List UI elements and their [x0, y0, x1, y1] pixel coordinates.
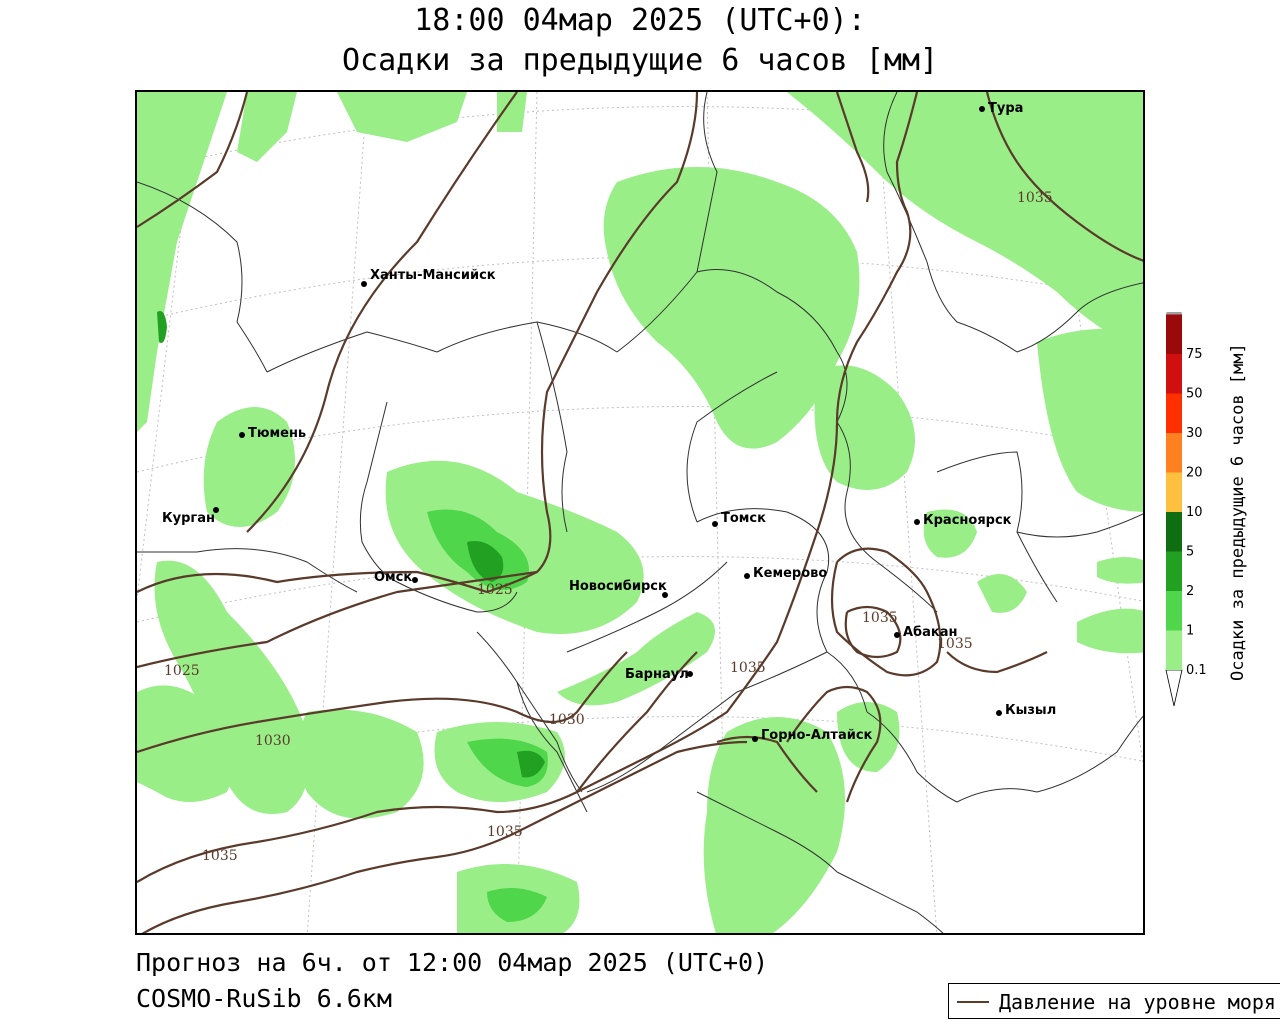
colorbar-band — [1166, 512, 1182, 552]
city-label: Курган — [162, 511, 215, 526]
colorbar-tick-label: 20 — [1186, 466, 1203, 481]
colorbar-band — [1166, 630, 1182, 670]
city-label: Тура — [988, 101, 1023, 116]
map-title-variable: Осадки за предыдущие 6 часов [мм] — [341, 43, 939, 78]
precipitation-colorbar: 0.1 1 2 5 10 20 30 50 75 — [1165, 312, 1207, 707]
city-markers: Тура Ханты-Мансийск Тюмень Курган Омск Т… — [162, 101, 1056, 743]
city-dot — [996, 710, 1002, 716]
precipitation-areas — [137, 92, 1143, 933]
isobar-label: 1035 — [487, 824, 523, 840]
city-label: Барнаул — [625, 667, 689, 682]
colorbar-tick-label: 75 — [1186, 347, 1203, 362]
colorbar-band — [1166, 591, 1182, 631]
map-title-time: 18:00 04мар 2025 (UTC+0): — [414, 3, 866, 38]
city-label: Горно-Алтайск — [761, 728, 873, 743]
isobar-label: 1035 — [1017, 190, 1053, 206]
region-borders — [137, 92, 1143, 933]
isobar-label: 1030 — [255, 733, 291, 749]
isobar-label: 1035 — [862, 610, 898, 626]
city-label: Кызыл — [1005, 703, 1056, 718]
city-dot — [979, 106, 985, 112]
colorbar-under-triangle — [1165, 669, 1183, 707]
city-dot — [752, 736, 758, 742]
isobar-legend-label: Давление на уровне моря — [999, 990, 1276, 1014]
colorbar-tick-label: 10 — [1186, 505, 1203, 520]
city-label: Тюмень — [248, 426, 306, 441]
colorbar-band — [1166, 314, 1182, 354]
colorbar-tick-label: 30 — [1186, 426, 1203, 441]
city-label: Новосибирск — [569, 579, 667, 594]
colorbar-tick-label: 2 — [1186, 584, 1194, 599]
isobar-label: 1025 — [477, 582, 513, 598]
colorbar-tick-label: 50 — [1186, 387, 1203, 402]
colorbar-tick-label: 1 — [1186, 624, 1194, 639]
city-dot — [213, 507, 219, 513]
isobars — [137, 92, 1143, 933]
city-dot — [412, 577, 418, 583]
colorbar-title: Осадки за предыдущие 6 часов [мм] — [1228, 330, 1258, 695]
isobar-legend-swatch — [957, 1001, 989, 1003]
city-dot — [712, 521, 718, 527]
precipitation-map: 1035 1025 1035 1035 1035 1035 1025 1030 … — [135, 90, 1145, 935]
colorbar-band — [1166, 354, 1182, 394]
city-label: Абакан — [903, 625, 958, 640]
colorbar-band — [1166, 472, 1182, 512]
city-label: Ханты-Мансийск — [370, 268, 496, 283]
colorbar-band — [1166, 433, 1182, 473]
city-dot — [914, 519, 920, 525]
city-dot — [744, 573, 750, 579]
city-dot — [239, 432, 245, 438]
colorbar-band — [1166, 393, 1182, 433]
city-dot — [662, 592, 668, 598]
forecast-info: Прогноз на 6ч. от 12:00 04мар 2025 (UTC+… — [136, 948, 769, 977]
isobar-legend: Давление на уровне моря — [948, 983, 1280, 1019]
colorbar-title-text: Осадки за предыдущие 6 часов [мм] — [1228, 343, 1248, 682]
isobar-labels: 1035 1025 1035 1035 1035 1035 1025 1030 … — [164, 190, 1053, 864]
colorbar-tick-label: 5 — [1186, 545, 1194, 560]
colorbar-tick-label: 0.1 — [1186, 663, 1207, 678]
isobar-label: 1035 — [202, 848, 238, 864]
isobar-label: 1035 — [937, 636, 973, 652]
model-name: COSMO-RuSib 6.6км — [136, 984, 392, 1013]
isobar-label: 1030 — [549, 712, 585, 728]
city-label: Омск — [374, 570, 412, 585]
isobar-label: 1025 — [164, 663, 200, 679]
city-label: Кемерово — [753, 566, 827, 581]
isobar-label: 1035 — [730, 660, 766, 676]
colorbar-band — [1166, 551, 1182, 591]
colorbar-over-triangle — [1166, 312, 1182, 315]
city-label: Красноярск — [923, 513, 1012, 528]
city-dot — [687, 671, 693, 677]
city-label: Томск — [721, 511, 766, 526]
city-dot — [894, 632, 900, 638]
city-dot — [361, 281, 367, 287]
